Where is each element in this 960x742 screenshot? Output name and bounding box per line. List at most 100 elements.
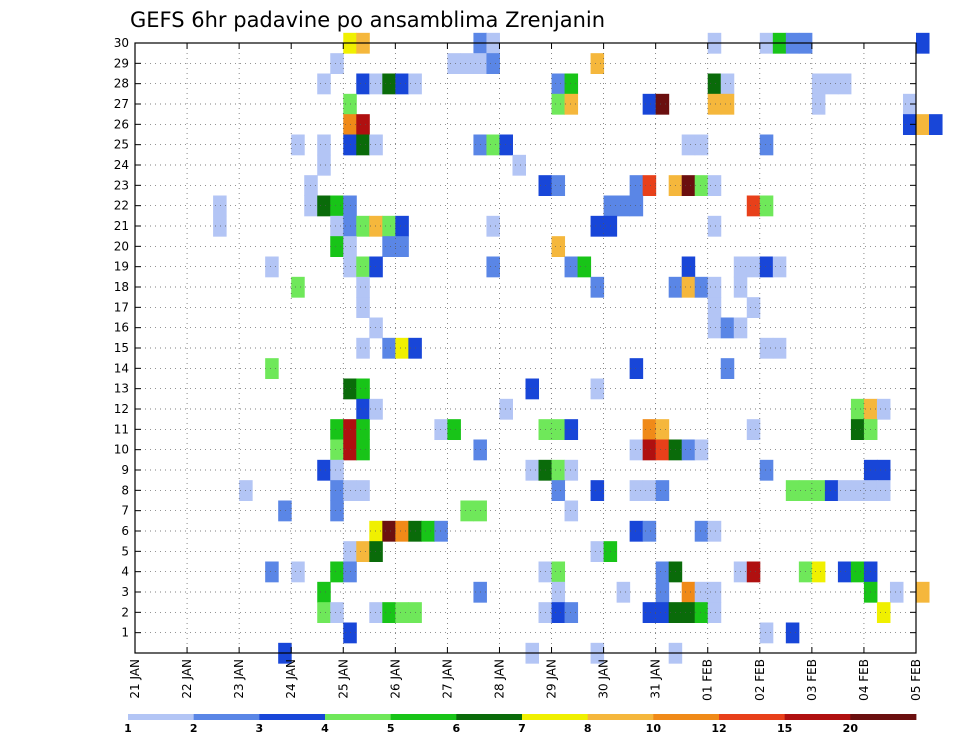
colorbar-label: 2 xyxy=(190,722,198,735)
precip-cell xyxy=(213,195,227,217)
precip-cell xyxy=(902,114,917,135)
precip-cell xyxy=(317,195,331,217)
y-tick-label: 25 xyxy=(114,138,129,152)
precip-cell xyxy=(564,73,579,95)
precip-cell xyxy=(694,581,709,603)
precip-cell xyxy=(551,236,566,257)
colorbar-swatch xyxy=(193,714,260,720)
precip-cell xyxy=(369,541,383,562)
precip-cell xyxy=(916,32,930,54)
precip-cell xyxy=(447,419,461,440)
precip-cell xyxy=(629,358,644,379)
precip-cell xyxy=(460,53,474,74)
colorbar-swatch xyxy=(784,714,851,720)
precip-cell xyxy=(681,134,696,156)
colorbar-label: 3 xyxy=(256,722,264,735)
colorbar-label: 7 xyxy=(518,722,526,735)
precip-cell xyxy=(317,134,331,156)
precip-cell xyxy=(447,53,461,74)
precip-cell xyxy=(369,398,383,420)
precip-cell xyxy=(434,520,448,542)
precip-cell xyxy=(369,73,383,95)
precip-cell xyxy=(720,93,735,115)
precip-cell xyxy=(889,581,904,603)
colorbar-swatch xyxy=(456,714,523,720)
precip-cell xyxy=(629,175,644,196)
precip-cell xyxy=(707,602,722,623)
precip-cell xyxy=(460,500,474,522)
y-tick-label: 15 xyxy=(114,341,129,355)
precip-cell xyxy=(330,561,344,583)
precip-cell xyxy=(876,398,891,420)
precip-cell xyxy=(551,561,566,583)
precip-cell xyxy=(356,276,370,298)
precip-cell xyxy=(642,175,657,196)
precip-cell xyxy=(356,256,370,278)
x-tick-label: 02 FEB xyxy=(753,659,767,701)
y-tick-label: 9 xyxy=(121,463,129,477)
precip-cell xyxy=(655,480,670,501)
y-tick-label: 16 xyxy=(114,321,129,335)
precip-cell xyxy=(590,276,605,298)
precip-cell xyxy=(824,73,839,95)
colorbar-label: 15 xyxy=(777,722,792,735)
precip-cell xyxy=(395,520,409,542)
precip-cell xyxy=(265,358,279,379)
colorbar-swatch xyxy=(587,714,654,720)
precip-cell xyxy=(746,419,761,440)
y-tick-label: 20 xyxy=(114,239,129,253)
precip-cell xyxy=(382,602,396,623)
y-tick-label: 29 xyxy=(114,56,129,70)
x-tick-label: 05 FEB xyxy=(909,659,923,701)
precip-cell xyxy=(551,480,566,501)
precip-cell xyxy=(356,398,370,420)
precip-cell xyxy=(811,73,826,95)
colorbar-swatch xyxy=(259,714,326,720)
precip-cell xyxy=(929,114,943,135)
y-tick-label: 6 xyxy=(121,524,129,538)
precip-cell xyxy=(694,134,709,156)
x-tick-label: 22 JAN xyxy=(180,659,194,699)
y-tick-label: 28 xyxy=(114,77,129,91)
precip-cell xyxy=(707,93,722,115)
precip-cell xyxy=(642,520,657,542)
precip-cell xyxy=(395,73,409,95)
precip-cell xyxy=(720,73,735,95)
precip-cell xyxy=(616,581,631,603)
precip-cell xyxy=(876,602,891,623)
precip-cell xyxy=(330,602,344,623)
precip-cell xyxy=(551,73,566,95)
precip-cell xyxy=(772,337,787,359)
precip-cell xyxy=(824,480,839,501)
precip-cell xyxy=(590,215,605,237)
precip-cell xyxy=(629,480,644,501)
y-tick-label: 22 xyxy=(114,199,129,213)
precip-cell xyxy=(369,215,383,237)
x-tick-label: 26 JAN xyxy=(388,659,402,699)
colorbar-label: 6 xyxy=(453,722,461,735)
precip-cell xyxy=(759,256,774,278)
precip-cell xyxy=(916,114,930,135)
colorbar-label: 5 xyxy=(387,722,395,735)
precip-cell xyxy=(395,602,409,623)
precip-cell xyxy=(590,378,605,400)
precip-cell xyxy=(759,195,774,217)
precip-cell xyxy=(291,134,305,156)
precip-cell xyxy=(916,581,930,603)
precip-cell xyxy=(551,581,566,603)
precip-cell xyxy=(291,276,305,298)
precip-cell xyxy=(629,520,644,542)
precip-cell xyxy=(330,236,344,257)
precip-cell xyxy=(759,337,774,359)
precip-cell xyxy=(811,93,826,115)
precip-cell xyxy=(655,93,670,115)
precip-cell xyxy=(694,175,709,196)
precip-cell xyxy=(655,602,670,623)
precip-cell xyxy=(265,561,279,583)
precip-cell xyxy=(330,480,344,501)
x-tick-label: 30 JAN xyxy=(597,659,611,699)
precip-cell xyxy=(356,114,370,135)
precip-cell xyxy=(382,520,396,542)
precip-cell xyxy=(850,561,865,583)
